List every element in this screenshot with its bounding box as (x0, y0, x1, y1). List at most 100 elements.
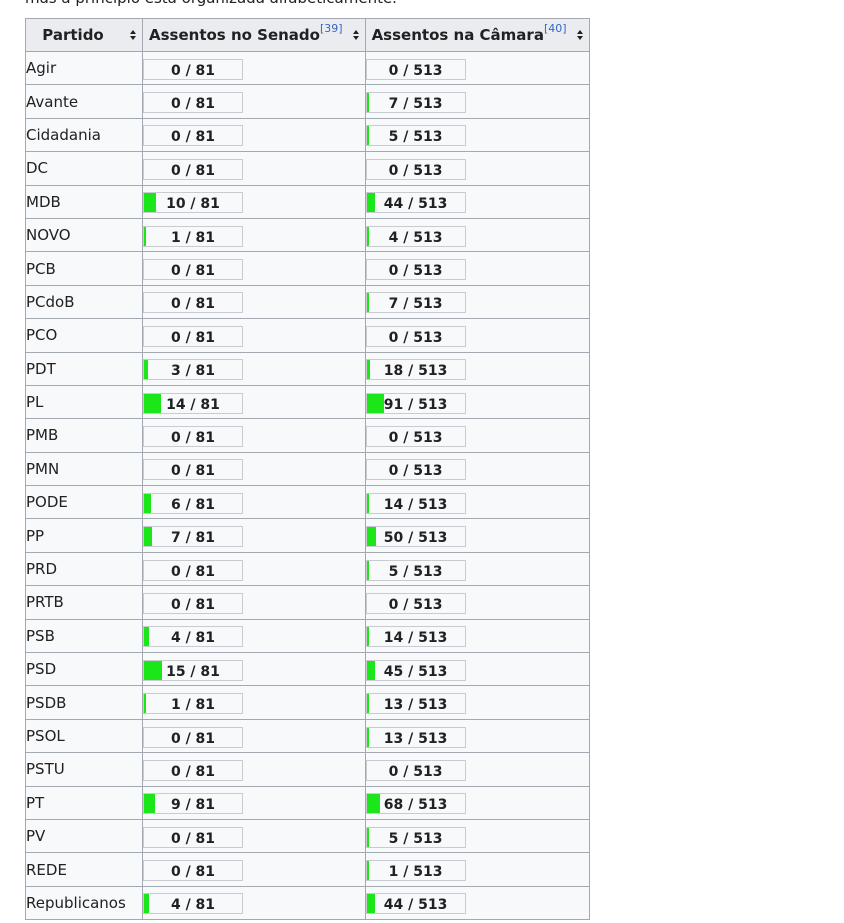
senate-seats-cell: 0 / 81 (142, 117, 366, 153)
chamber-seat-count: 1 / 513 (388, 864, 443, 881)
party-name-cell: NOVO (25, 217, 143, 253)
party-name-cell: PODE (25, 485, 143, 520)
chamber-seat-count: 44 / 513 (383, 196, 448, 213)
chamber-seat-bar: 0 / 513 (365, 759, 466, 781)
senate-seat-count: 0 / 81 (170, 596, 216, 613)
senate-seat-count: 0 / 81 (170, 62, 216, 79)
party-name: PSOL (26, 727, 65, 745)
senate-seat-bar: 0 / 81 (143, 292, 243, 314)
senate-seats-cell: 0 / 81 (142, 752, 366, 787)
chamber-seat-count: 7 / 513 (388, 96, 443, 113)
table-row: PCB 0 / 81 0 / 513 (25, 251, 590, 286)
party-name: PSDB (26, 693, 67, 712)
chamber-seat-bar: 0 / 513 (365, 425, 466, 447)
party-name: PSB (26, 626, 55, 645)
chamber-seat-bar: 7 / 513 (365, 92, 466, 114)
senate-seat-count: 0 / 81 (170, 763, 216, 780)
chamber-seat-count: 0 / 513 (388, 263, 443, 280)
party-seats-table: Partido Assentos no Senado[39] Assentos … (25, 18, 590, 921)
senate-seat-bar-fill (144, 794, 155, 814)
senate-seats-cell: 0 / 81 (142, 284, 366, 320)
chamber-seats-cell: 0 / 513 (364, 50, 590, 86)
sort-icon[interactable] (130, 30, 136, 40)
party-name: PDT (26, 359, 56, 378)
table-row: Avante 0 / 81 7 / 513 (25, 84, 590, 119)
senate-column-header[interactable]: Assentos no Senado[39] (142, 18, 366, 52)
chamber-seats-cell: 7 / 513 (364, 84, 590, 119)
party-name: PV (26, 827, 46, 846)
party-name: PT (26, 793, 45, 812)
party-name: REDE (26, 860, 67, 879)
senate-seat-count: 1 / 81 (170, 229, 216, 246)
party-name-cell: PRTB (25, 585, 143, 620)
sort-icon[interactable] (352, 30, 359, 40)
party-name-cell: PL (25, 384, 143, 420)
chamber-seat-bar: 50 / 513 (365, 526, 466, 548)
party-name: PCO (26, 326, 58, 345)
senate-seat-count: 0 / 81 (170, 263, 216, 280)
chamber-seats-cell: 4 / 513 (364, 217, 590, 253)
table-row: PRTB 0 / 81 0 / 513 (25, 585, 590, 620)
senate-seat-count: 0 / 81 (170, 96, 216, 113)
party-name: Cidadania (26, 125, 101, 144)
chamber-seat-bar: 5 / 513 (365, 826, 466, 848)
chamber-seat-bar-fill (366, 694, 370, 714)
chamber-reference-link[interactable]: [40] (543, 22, 567, 35)
table-row: Agir 0 / 81 0 / 513 (25, 50, 590, 86)
chamber-seat-bar: 14 / 513 (365, 626, 466, 648)
chamber-seats-cell: 14 / 513 (364, 485, 590, 520)
chamber-seats-cell: 13 / 513 (364, 685, 590, 720)
party-name-cell: PT (25, 785, 143, 820)
chamber-seat-bar: 18 / 513 (365, 359, 466, 381)
party-name: PCdoB (26, 292, 75, 311)
party-name: PCB (26, 259, 56, 278)
party-name-cell: MDB (25, 184, 143, 219)
senate-seat-count: 14 / 81 (166, 396, 220, 413)
senate-seats-cell: 0 / 81 (142, 818, 366, 854)
chamber-seat-bar-fill (366, 93, 369, 113)
chamber-seat-bar: 4 / 513 (365, 225, 466, 247)
chamber-seat-count: 68 / 513 (383, 797, 448, 814)
senate-seat-bar: 0 / 81 (143, 860, 243, 882)
chamber-seat-count: 5 / 513 (388, 563, 443, 580)
chamber-seats-cell: 44 / 513 (364, 184, 590, 219)
table-row: DC 0 / 81 0 / 513 (25, 151, 590, 186)
senate-seat-count: 0 / 81 (170, 830, 216, 847)
table-header-row: Partido Assentos no Senado[39] Assentos … (25, 18, 590, 52)
sort-icon[interactable] (576, 30, 583, 40)
senate-seats-cell: 0 / 81 (142, 852, 366, 887)
chamber-seat-bar-fill (366, 794, 380, 814)
party-name: PMN (26, 459, 60, 478)
senate-seats-cell: 0 / 81 (142, 50, 366, 86)
senate-seat-count: 7 / 81 (170, 530, 216, 547)
table-row: PP 7 / 81 50 / 513 (25, 518, 590, 553)
senate-reference-link[interactable]: [39] (319, 22, 343, 35)
senate-seat-bar: 6 / 81 (143, 492, 243, 514)
chamber-seats-cell: 5 / 513 (364, 117, 590, 153)
senate-seat-count: 10 / 81 (166, 196, 220, 213)
party-name: Agir (26, 59, 57, 78)
chamber-column-header[interactable]: Assentos na Câmara[40] (364, 18, 590, 52)
table-row: PMB 0 / 81 0 / 513 (25, 418, 590, 453)
senate-seat-count: 0 / 81 (170, 329, 216, 346)
chamber-seat-count: 50 / 513 (383, 530, 448, 547)
senate-seats-cell: 9 / 81 (142, 785, 366, 820)
senate-seat-bar: 1 / 81 (143, 225, 243, 247)
senate-seat-count: 15 / 81 (166, 663, 220, 680)
senate-seat-bar: 0 / 81 (143, 559, 243, 581)
chamber-seats-cell: 13 / 513 (364, 718, 590, 754)
party-name: PP (26, 526, 45, 545)
chamber-seat-count: 0 / 513 (388, 329, 443, 346)
party-name-cell: Agir (25, 50, 143, 86)
intro-text: mas a princípio está organizada alfabeti… (25, 0, 397, 8)
table-row: PMN 0 / 81 0 / 513 (25, 451, 590, 487)
chamber-seats-cell: 44 / 513 (364, 885, 590, 921)
party-column-header[interactable]: Partido (25, 18, 143, 52)
senate-seat-bar: 14 / 81 (143, 392, 243, 414)
party-name-cell: DC (25, 151, 143, 186)
chamber-seats-cell: 0 / 513 (364, 585, 590, 620)
table-row: PRD 0 / 81 5 / 513 (25, 551, 590, 587)
senate-seat-bar-fill (144, 193, 157, 213)
senate-seat-bar-fill (144, 493, 152, 513)
party-header-label: Partido (42, 26, 104, 44)
